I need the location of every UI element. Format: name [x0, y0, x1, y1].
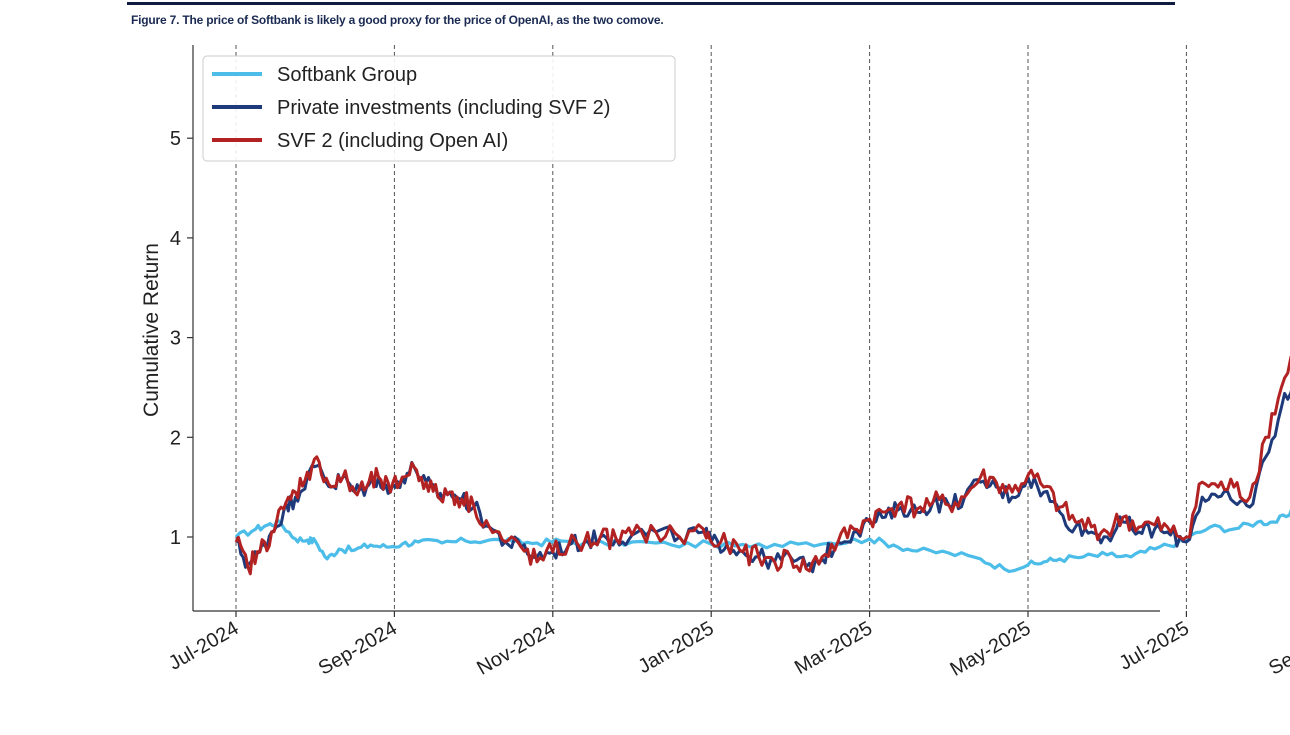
- x-tick-label: Sep-2025: [1265, 617, 1290, 679]
- legend-label-softbank: Softbank Group: [277, 64, 417, 86]
- figure-caption: Figure 7. The price of Softbank is likel…: [131, 13, 664, 27]
- series-lines: [234, 355, 1290, 576]
- series-line-2: [234, 355, 1290, 576]
- x-tick-label: Jul-2025: [1115, 617, 1192, 674]
- y-ticks: 1 2 3 4 5: [170, 128, 193, 549]
- y-tick-label: 4: [170, 228, 181, 250]
- x-tick-label: Jan-2025: [634, 617, 717, 678]
- legend-label-private: Private investments (including SVF 2): [277, 97, 610, 119]
- legend-box: [202, 55, 676, 162]
- y-tick-label: 1: [170, 527, 181, 549]
- y-tick-label: 5: [170, 128, 181, 150]
- series-line-0: [234, 509, 1290, 573]
- top-rule: [127, 2, 1175, 5]
- axes: [192, 45, 1160, 612]
- y-tick-label: 2: [170, 427, 181, 449]
- x-ticks: Jul-2024 Sep-2024 Nov-2024 Jan-2025 Mar-2025…: [165, 611, 1290, 681]
- x-tick-label: Mar-2025: [791, 617, 876, 679]
- x-tick-label: May-2025: [946, 617, 1034, 681]
- y-tick-label: 3: [170, 328, 181, 350]
- x-tick-label: Sep-2024: [315, 617, 401, 679]
- x-tick-label: Jul-2024: [165, 617, 242, 674]
- legend-label-svf2: SVF 2 (including Open AI): [277, 130, 508, 152]
- y-axis-title: Cumulative Return: [140, 243, 163, 417]
- x-tick-label: Nov-2024: [473, 617, 559, 679]
- legend: Softbank Group Private investments (incl…: [202, 55, 676, 162]
